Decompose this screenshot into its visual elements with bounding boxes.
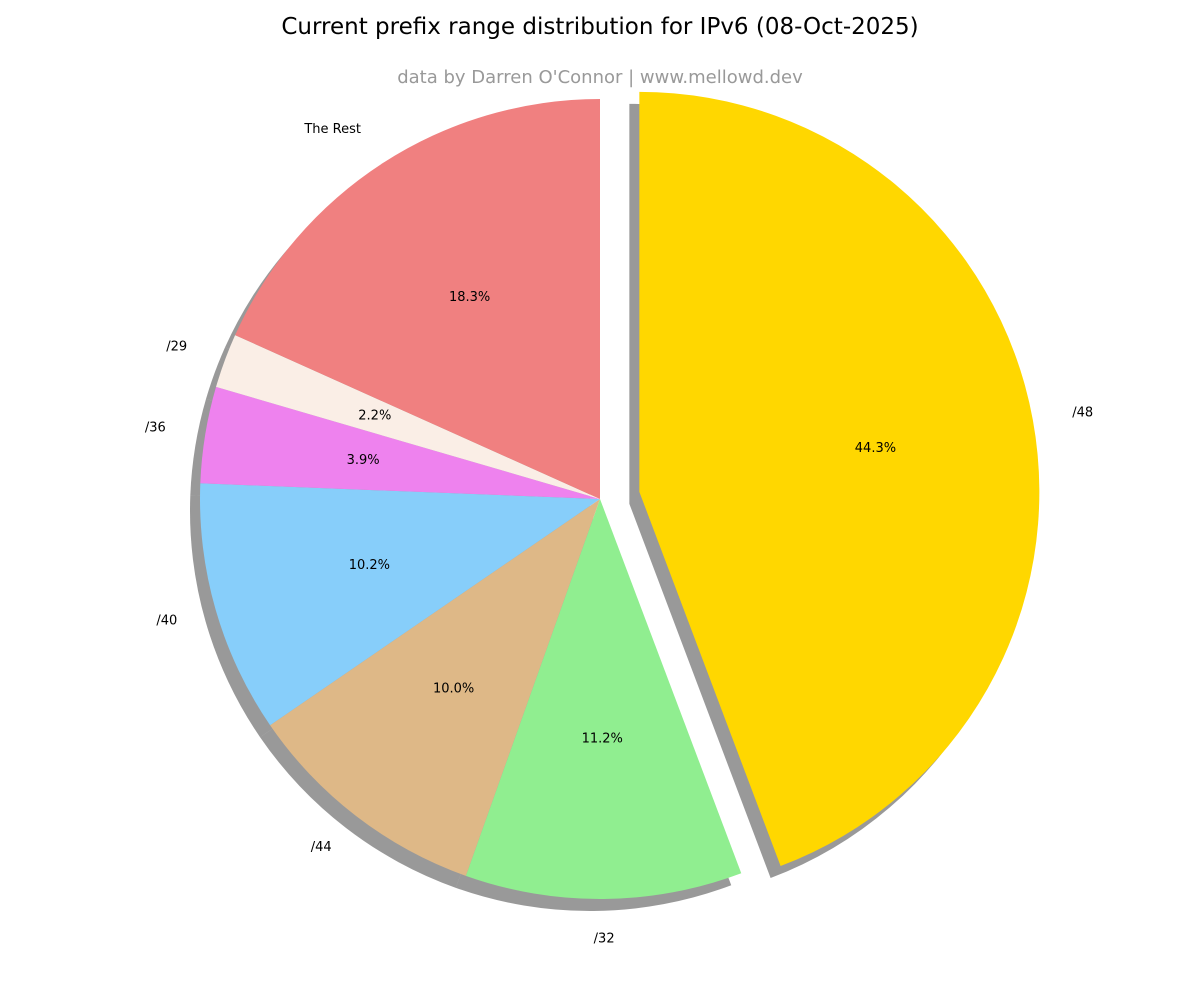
slice-label-40: /40 <box>156 613 177 628</box>
slice-label-32: /32 <box>594 931 615 946</box>
slice-percent-32: 11.2% <box>582 731 623 746</box>
slice-48 <box>639 91 1040 867</box>
slice-label-the-rest: The Rest <box>303 122 361 137</box>
slice-29 <box>216 335 601 499</box>
slice-percent-40: 10.2% <box>349 558 390 573</box>
slice-percent-29: 2.2% <box>358 409 391 424</box>
slice-percent-36: 3.9% <box>347 453 380 468</box>
chart-title: Current prefix range distribution for IP… <box>281 14 919 40</box>
slice-36 <box>200 386 600 499</box>
chart-subtitle: data by Darren O'Connor | www.mellowd.de… <box>397 67 803 88</box>
slice-label-29: /29 <box>166 339 187 354</box>
slice-percent-48: 44.3% <box>855 441 896 456</box>
slice-percent-the-rest: 18.3% <box>449 290 490 305</box>
slice-label-44: /44 <box>311 840 332 855</box>
slice-the-rest <box>235 98 600 499</box>
pie-slices <box>200 91 1040 899</box>
slice-label-36: /36 <box>145 421 166 436</box>
pie-labels: 44.3% /48 11.2% /32 10.0% /44 10.2% /40 3.9% /36 2… <box>145 122 1093 946</box>
slice-32 <box>465 499 742 899</box>
slice-label-48: /48 <box>1072 405 1093 420</box>
slice-44 <box>270 499 600 876</box>
slice-40 <box>200 483 600 726</box>
slice-percent-44: 10.0% <box>433 682 474 697</box>
